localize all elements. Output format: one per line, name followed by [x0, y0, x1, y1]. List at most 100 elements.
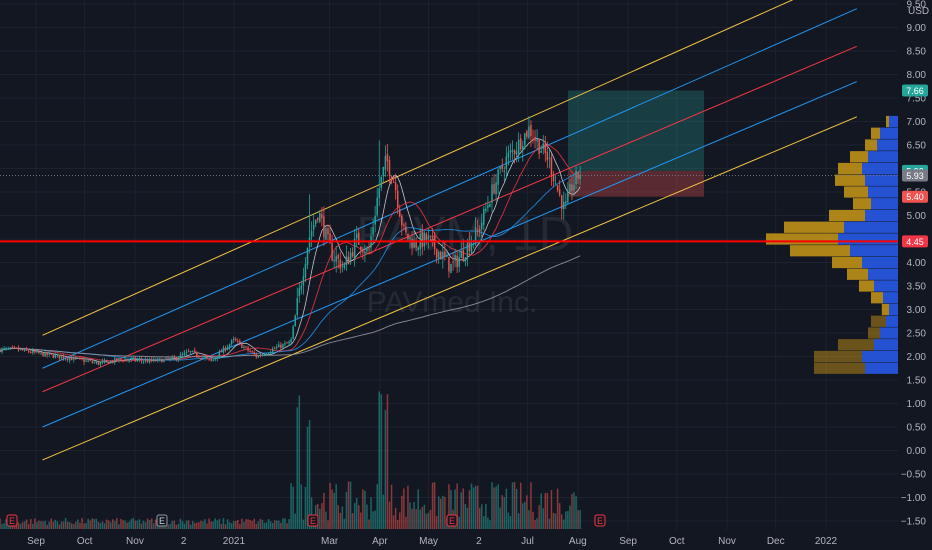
volume-bar	[493, 487, 495, 529]
event-marker-box[interactable]	[446, 514, 458, 527]
earnings-event-marker[interactable]: E	[446, 514, 458, 527]
volume-bar	[153, 523, 155, 529]
event-marker-box[interactable]	[6, 514, 18, 527]
volume-bar	[552, 512, 555, 529]
candle-body	[573, 184, 575, 191]
candle-body	[230, 340, 233, 345]
price-tag-box	[902, 235, 928, 248]
profile-bar-down	[886, 115, 889, 128]
volume-bar	[386, 394, 389, 529]
price-tag[interactable]: 4.45	[902, 235, 928, 248]
volume-bar	[93, 518, 96, 529]
y-tick-label: −1.00	[901, 493, 927, 504]
volume-bar	[382, 494, 385, 529]
profile-bar-up	[850, 245, 898, 257]
channel-line-mid-lower[interactable]	[42, 81, 858, 428]
volume-bar	[101, 521, 104, 529]
volume-bar	[73, 524, 75, 529]
y-tick-label: 9.00	[907, 23, 927, 34]
candle-body	[212, 359, 214, 362]
event-marker-box[interactable]	[594, 514, 606, 527]
x-tick-label: Sep	[27, 536, 45, 547]
y-tick-label: 1.00	[907, 399, 927, 410]
volume-bar	[372, 511, 374, 529]
volume-bar	[19, 523, 22, 529]
candle-body	[107, 361, 110, 364]
volume-bar	[38, 520, 40, 529]
volume-bar	[120, 518, 122, 529]
candle-body	[267, 353, 270, 355]
candle-body	[93, 362, 96, 364]
candle-body	[390, 176, 393, 182]
position-target-zone[interactable]	[568, 90, 704, 171]
volume-bar	[142, 520, 145, 529]
volume-bar	[255, 523, 257, 529]
price-tag[interactable]: 7.66	[902, 84, 928, 97]
profile-bar-up	[880, 327, 898, 339]
volume-bar	[323, 492, 325, 529]
volume-bar	[200, 520, 202, 529]
volume-bar	[495, 486, 497, 529]
price-axis[interactable]: 9.509.008.508.007.507.006.506.005.505.00…	[901, 0, 928, 528]
price-tag[interactable]: 5.40	[902, 190, 928, 203]
candle-body	[474, 227, 477, 244]
parallel-channel[interactable]	[42, 0, 858, 461]
volume-bar	[40, 521, 42, 529]
candle-body	[198, 356, 200, 358]
candle-body	[304, 263, 307, 278]
candle-body	[71, 357, 73, 361]
y-tick-label: 8.50	[907, 47, 927, 58]
long-position-tool[interactable]	[0, 90, 898, 197]
candle-body	[347, 256, 350, 265]
volume-bar	[536, 518, 538, 529]
candle-body	[165, 357, 167, 359]
volume-bar	[554, 513, 557, 529]
volume-bar	[306, 426, 309, 529]
channel-line-center[interactable]	[42, 45, 858, 393]
candle-body	[155, 359, 157, 362]
candle-body	[339, 259, 342, 269]
volume-bar	[34, 518, 36, 529]
volume-bar	[50, 518, 52, 529]
candle-body	[362, 251, 364, 253]
x-tick-label: 2021	[223, 536, 246, 547]
earnings-event-marker[interactable]: E	[156, 514, 168, 527]
time-axis[interactable]: Sep Oct Nov 2 2021 Mar Apr May 2 Jul Aug Sep Oct Nov D…	[27, 536, 837, 547]
volume-bar	[136, 520, 139, 529]
candle-body	[257, 355, 260, 358]
candle-body	[273, 348, 276, 350]
candle-body	[206, 356, 208, 359]
volume-bar	[458, 516, 460, 529]
candle-body	[386, 154, 389, 162]
channel-line-mid-upper[interactable]	[42, 8, 858, 369]
volume-bar	[396, 519, 399, 529]
profile-bar-up	[877, 139, 898, 151]
candle-body	[278, 344, 280, 348]
price-tag[interactable]: 5.93	[902, 169, 928, 182]
candle-body	[483, 208, 485, 225]
channel-line-outer-upper[interactable]	[42, 0, 856, 336]
earnings-event-marker[interactable]: E	[307, 514, 319, 527]
volume-bar	[329, 482, 331, 529]
profile-bar-up	[838, 233, 898, 245]
candle-body	[528, 126, 530, 138]
event-marker-box[interactable]	[156, 514, 168, 527]
volume-bar	[483, 516, 485, 529]
candle-body	[245, 346, 247, 348]
candle-body	[366, 248, 368, 252]
candle-body	[40, 352, 42, 354]
channel-line-outer-lower[interactable]	[42, 116, 858, 461]
profile-bar-down	[871, 127, 880, 139]
earnings-event-marker[interactable]: E	[594, 514, 606, 527]
earnings-event-marker[interactable]: E	[6, 514, 18, 527]
candle-body	[403, 224, 405, 226]
candle-body	[77, 357, 79, 359]
volume-bar	[23, 521, 26, 529]
candle-body	[522, 145, 524, 151]
volume-bar	[75, 521, 77, 529]
volume-bar	[118, 524, 120, 529]
event-marker-box[interactable]	[307, 514, 319, 527]
candle-body	[577, 172, 579, 179]
